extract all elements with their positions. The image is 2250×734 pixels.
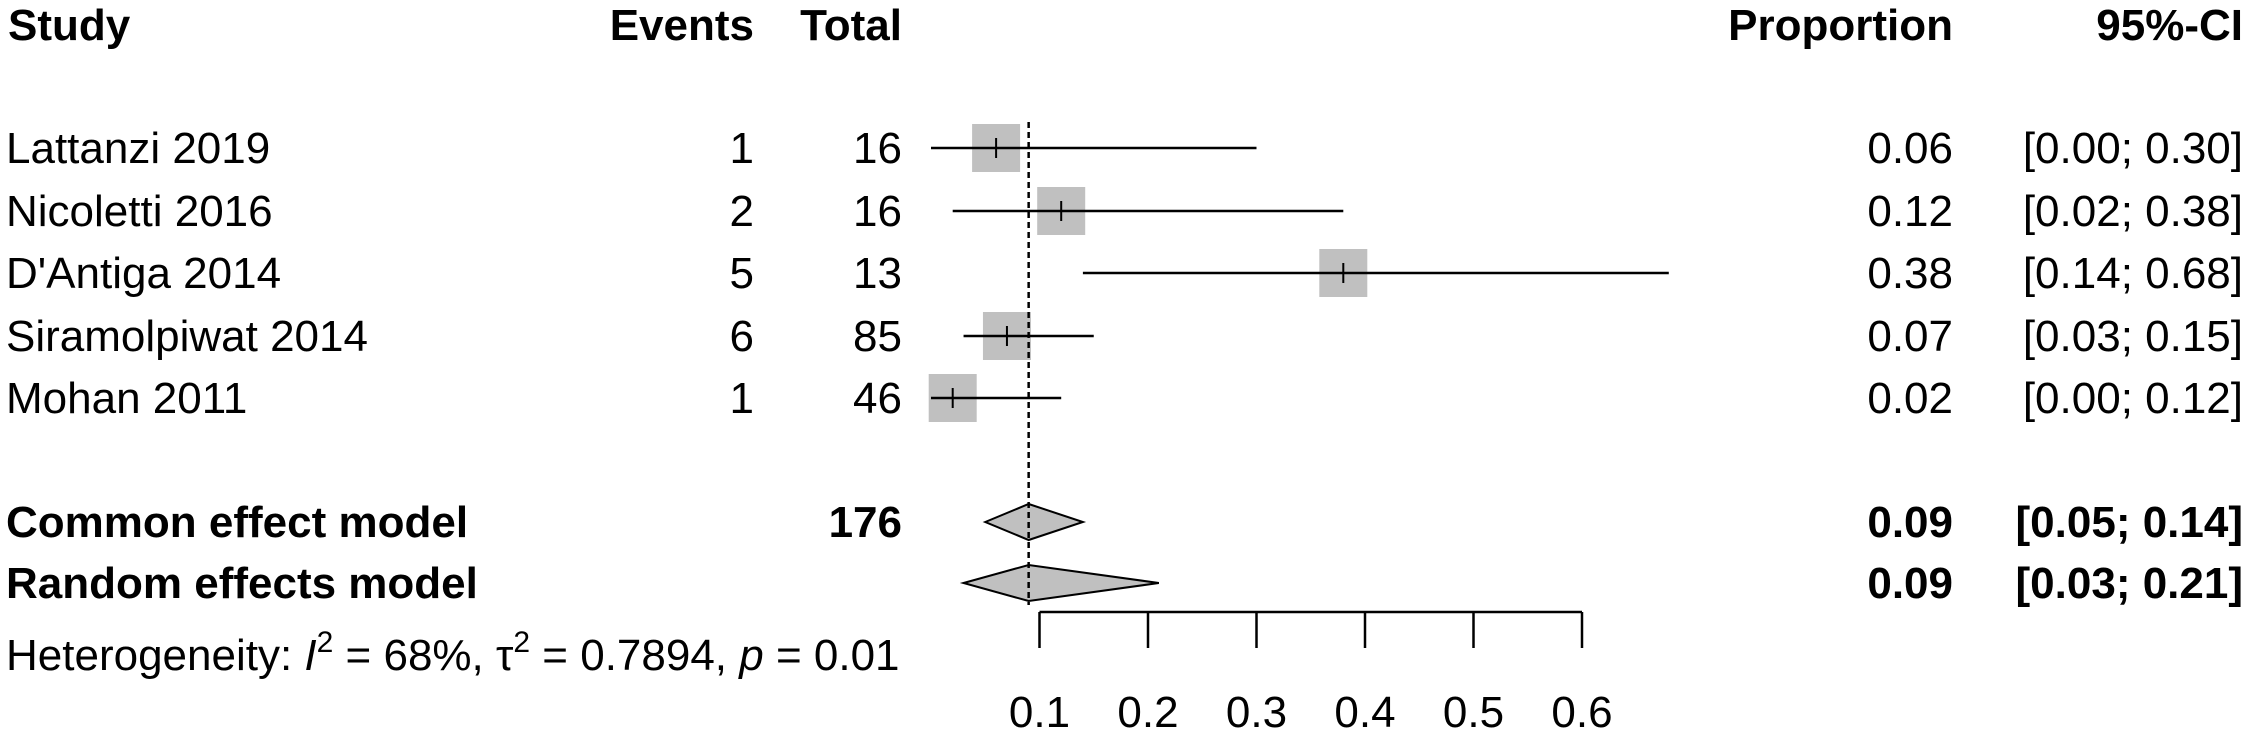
model-rows: Common effect model 176 0.09 [0.05; 0.14] Ra… — [6, 498, 2243, 608]
header-study: Study — [8, 1, 131, 50]
study-total: 85 — [853, 312, 902, 361]
study-ci: [0.00; 0.30] — [2023, 124, 2243, 173]
study-mark — [1082, 249, 1669, 297]
study-proportion: 0.02 — [1867, 374, 1953, 423]
tau2-symbol: τ — [496, 631, 514, 680]
study-name: Mohan 2011 — [6, 374, 247, 423]
i2-value: = 68%, — [333, 631, 496, 680]
study-name: Lattanzi 2019 — [6, 124, 270, 173]
x-axis-tick-label: 0.6 — [1551, 688, 1612, 734]
study-mark — [963, 312, 1094, 360]
heterogeneity-text: Heterogeneity: I2 = 68%, τ2 = 0.7894, p … — [6, 626, 900, 680]
study-events: 1 — [730, 374, 754, 423]
model-total: 176 — [829, 498, 902, 547]
plot-marks — [928, 122, 1669, 605]
tau2-value: = 0.7894, — [530, 631, 739, 680]
i2-superscript: 2 — [317, 626, 334, 659]
study-rows: Lattanzi 2019 1 16 0.06 [0.00; 0.30]Nicolett… — [6, 124, 2243, 423]
x-axis-tick-label: 0.5 — [1443, 688, 1504, 734]
model-row: Random effects model 0.09 [0.03; 0.21] — [6, 559, 2243, 608]
study-name: D'Antiga 2014 — [6, 249, 281, 298]
x-axis-tick-label: 0.3 — [1226, 688, 1287, 734]
model-name: Random effects model — [6, 559, 478, 608]
study-total: 16 — [853, 187, 902, 236]
study-ci: [0.00; 0.12] — [2023, 374, 2243, 423]
study-row: D'Antiga 2014 5 13 0.38 [0.14; 0.68] — [6, 249, 2243, 298]
study-ci: [0.02; 0.38] — [2023, 187, 2243, 236]
model-estimate: 0.09 — [1867, 498, 1953, 547]
p-value: = 0.01 — [764, 631, 900, 680]
model-ci: [0.03; 0.21] — [2016, 559, 2243, 608]
header-total: Total — [800, 1, 902, 50]
study-row: Siramolpiwat 2014 6 85 0.07 [0.03; 0.15] — [6, 312, 2243, 361]
study-events: 6 — [730, 312, 754, 361]
study-mark — [931, 124, 1257, 172]
header-events: Events — [610, 1, 754, 50]
p-symbol: p — [737, 631, 763, 680]
model-row: Common effect model 176 0.09 [0.05; 0.14] — [6, 498, 2243, 547]
model-estimate: 0.09 — [1867, 559, 1953, 608]
tau2-superscript: 2 — [513, 626, 530, 659]
study-mark — [928, 374, 1062, 422]
model-name: Common effect model — [6, 498, 468, 547]
study-proportion: 0.06 — [1867, 124, 1953, 173]
study-name: Nicoletti 2016 — [6, 187, 273, 236]
study-name: Siramolpiwat 2014 — [6, 312, 368, 361]
study-proportion: 0.12 — [1867, 187, 1953, 236]
study-row: Nicoletti 2016 2 16 0.12 [0.02; 0.38] — [6, 187, 2243, 236]
study-row: Mohan 2011 1 46 0.02 [0.00; 0.12] — [6, 374, 2243, 423]
study-total: 16 — [853, 124, 902, 173]
model-diamond — [959, 563, 1159, 603]
header-proportion: Proportion — [1728, 1, 1953, 50]
x-axis-tick-label: 0.1 — [1009, 688, 1070, 734]
x-axis-tick-label: 0.4 — [1334, 688, 1395, 734]
model-diamond — [982, 502, 1087, 542]
study-ci: [0.14; 0.68] — [2023, 249, 2243, 298]
study-ci: [0.03; 0.15] — [2023, 312, 2243, 361]
study-total: 13 — [853, 249, 902, 298]
i2-symbol: I — [304, 631, 316, 680]
header-ci: 95%-CI — [2096, 1, 2243, 50]
study-events: 2 — [730, 187, 754, 236]
study-events: 1 — [730, 124, 754, 173]
x-axis: 0.1 0.2 0.3 0.4 0.5 0.6 — [1009, 610, 1613, 734]
heterogeneity-prefix: Heterogeneity: — [6, 631, 304, 680]
model-ci: [0.05; 0.14] — [2016, 498, 2243, 547]
x-axis-tick-label: 0.2 — [1117, 688, 1178, 734]
study-total: 46 — [853, 374, 902, 423]
study-mark — [952, 187, 1344, 235]
study-proportion: 0.07 — [1867, 312, 1953, 361]
study-row: Lattanzi 2019 1 16 0.06 [0.00; 0.30] — [6, 124, 2243, 173]
study-proportion: 0.38 — [1867, 249, 1953, 298]
study-events: 5 — [730, 249, 754, 298]
